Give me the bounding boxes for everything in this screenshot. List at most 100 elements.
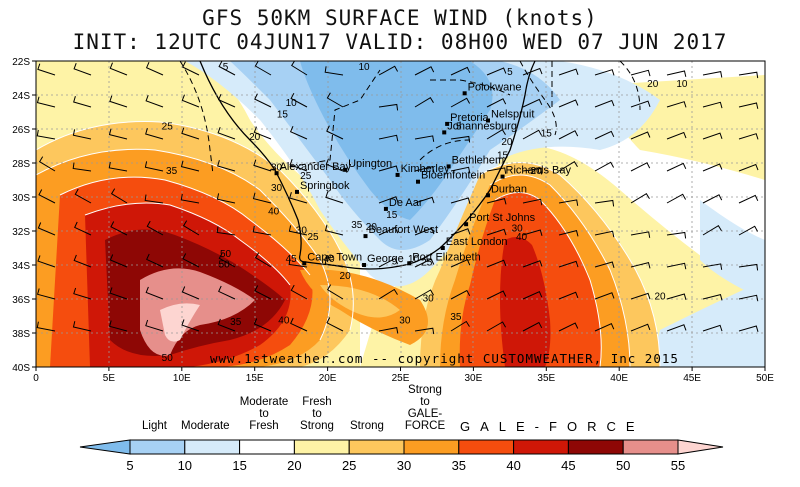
wind-barb [558, 68, 579, 76]
wind-barb [666, 101, 687, 108]
y-tick-label: 24S [12, 91, 30, 102]
wind-barb [702, 225, 722, 236]
wind-barb [630, 162, 651, 172]
wind-barb [182, 61, 200, 76]
wind-barb [666, 70, 687, 77]
wind-barb [486, 98, 507, 108]
city-label: De Aar [389, 197, 423, 209]
contour-label: 5 [456, 122, 462, 133]
wind-barb [253, 126, 272, 140]
wind-barb [252, 225, 272, 236]
wind-barb [702, 163, 723, 172]
x-tick-label: 25E [392, 373, 410, 384]
wind-barb [108, 320, 128, 332]
city-marker [445, 121, 450, 126]
contour-label: 20 [366, 222, 378, 233]
wind-barb [450, 135, 471, 143]
colorbar-tick-label: 25 [342, 458, 356, 473]
wind-barb [594, 199, 615, 207]
contour-label: 30 [296, 225, 308, 236]
wind-barb [486, 67, 507, 76]
city-marker [485, 193, 490, 198]
wind-barb [254, 285, 272, 300]
city-marker [343, 167, 348, 172]
wind-barb [181, 286, 200, 300]
wind-barb [702, 194, 723, 204]
wind-barb [289, 192, 308, 204]
wind-barb [558, 229, 579, 237]
wind-barb [182, 253, 200, 268]
wind-barb [666, 324, 687, 332]
wind-barb [109, 254, 128, 268]
contour-label: 20 [647, 79, 659, 90]
x-tick-label: 40E [610, 373, 628, 384]
wind-barb [630, 231, 651, 238]
wind-barb [738, 194, 759, 204]
wind-barb [325, 191, 344, 204]
wind-barb [594, 69, 615, 76]
colorbar-segment [403, 439, 460, 455]
wind-barb [522, 67, 543, 76]
y-axis: 22S 24S 26S 28S 30S 32S 34S 36S 38S 40S [12, 57, 36, 374]
wind-barb [218, 285, 236, 300]
y-tick-label: 30S [12, 193, 30, 204]
wind-barb [289, 126, 308, 140]
contour-label: 20 [501, 137, 513, 148]
category-light: Light [142, 420, 167, 432]
contour-label: 35 [166, 166, 178, 177]
contour-label: 20 [531, 166, 543, 177]
city-label: Nelspruit [491, 109, 534, 121]
wind-barb [288, 225, 308, 236]
wind-barb [326, 317, 344, 332]
wind-barb [110, 188, 128, 204]
wind-barb [486, 228, 507, 236]
wind-barb [326, 284, 344, 300]
wind-barb [74, 188, 92, 204]
contour-label: 15 [386, 210, 398, 221]
wind-barb [253, 159, 272, 172]
wind-barb [38, 189, 56, 204]
wind-barb [630, 69, 651, 77]
contour-label: 35 [230, 317, 242, 328]
y-tick-label: 26S [12, 125, 30, 136]
wind-barb [522, 260, 543, 268]
wind-barb [37, 222, 56, 236]
wind-barb [450, 259, 471, 268]
wind-barb [38, 156, 56, 172]
wind-barb [630, 193, 650, 204]
city-marker [294, 189, 299, 194]
wind-barb [486, 197, 507, 205]
watermark-text: www.1stweather.com -- copyright CUSTOMWE… [210, 351, 679, 366]
contour-label: 30 [512, 224, 524, 235]
wind-barb [378, 288, 398, 300]
city-marker [446, 164, 451, 169]
wind-barb [414, 165, 435, 173]
wind-barb [36, 96, 56, 108]
wind-barb [36, 129, 56, 140]
x-tick-label: 50E [756, 373, 774, 384]
contour-label: 30 [423, 293, 435, 304]
contour-label: 40 [516, 232, 528, 243]
category-strong: Strong [350, 420, 384, 432]
wind-barb [217, 318, 236, 332]
city-label: Alexander Bay [280, 161, 352, 173]
wind-barb [486, 290, 507, 300]
wind-barb [666, 231, 687, 239]
wind-barb [180, 193, 200, 204]
wind-barb [702, 71, 723, 78]
x-tick-label: 30E [465, 373, 483, 384]
city-label: George [367, 253, 404, 265]
wind-barb [522, 129, 543, 140]
contour-label: 15 [541, 128, 553, 139]
wind-barb [558, 161, 578, 172]
x-tick-label: 20E [319, 373, 337, 384]
wind-barb [738, 71, 759, 79]
wind-barb [73, 63, 92, 76]
city-marker [415, 179, 420, 184]
wind-barb [738, 102, 759, 109]
wind-barb [109, 287, 128, 300]
colorbar-tick-label: 50 [616, 458, 630, 473]
city-label: Cape Town [307, 251, 362, 263]
wind-barb [326, 125, 344, 140]
